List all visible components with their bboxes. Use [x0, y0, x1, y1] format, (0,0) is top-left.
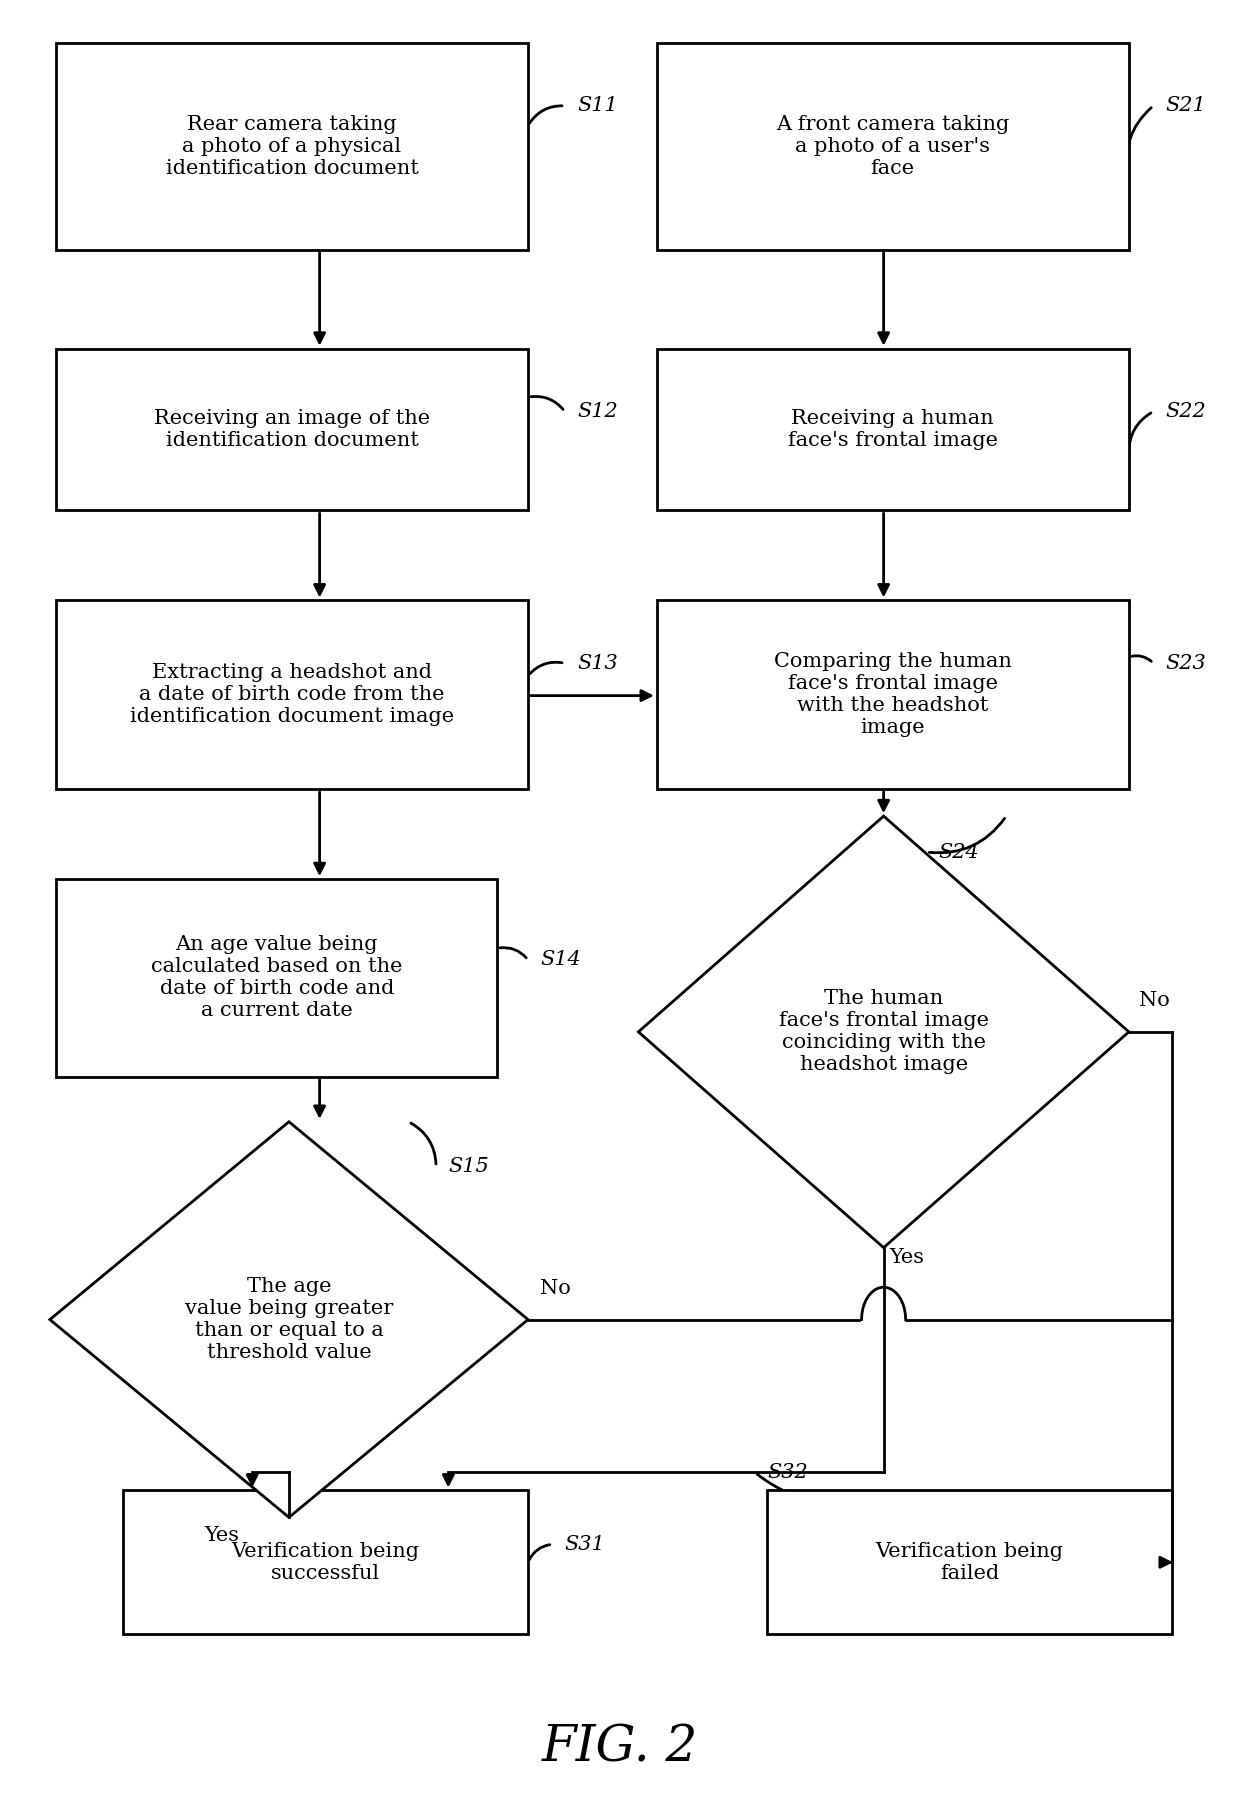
Text: S31: S31 [565, 1535, 605, 1555]
Text: No: No [1138, 991, 1169, 1011]
FancyBboxPatch shape [768, 1491, 1172, 1634]
Text: FIG. 2: FIG. 2 [542, 1723, 698, 1772]
Text: Verification being
successful: Verification being successful [232, 1542, 419, 1584]
Text: The human
face's frontal image
coinciding with the
headshot image: The human face's frontal image coincidin… [779, 989, 988, 1075]
FancyBboxPatch shape [657, 600, 1128, 788]
Text: S13: S13 [577, 654, 618, 672]
FancyBboxPatch shape [124, 1491, 528, 1634]
FancyArrowPatch shape [929, 819, 1004, 853]
Text: S15: S15 [449, 1158, 489, 1176]
FancyArrowPatch shape [500, 948, 526, 959]
Text: A front camera taking
a photo of a user's
face: A front camera taking a photo of a user'… [776, 114, 1009, 178]
Text: No: No [541, 1279, 572, 1297]
Text: S11: S11 [577, 96, 618, 116]
Text: Comparing the human
face's frontal image
with the headshot
image: Comparing the human face's frontal image… [774, 652, 1012, 737]
Text: Rear camera taking
a photo of a physical
identification document: Rear camera taking a photo of a physical… [166, 114, 418, 178]
Text: Verification being
failed: Verification being failed [875, 1542, 1064, 1584]
Text: Receiving an image of the
identification document: Receiving an image of the identification… [154, 410, 430, 449]
FancyArrowPatch shape [410, 1123, 436, 1163]
Text: Yes: Yes [205, 1526, 239, 1546]
Text: S21: S21 [1166, 96, 1207, 116]
Text: S23: S23 [1166, 654, 1207, 672]
FancyBboxPatch shape [56, 879, 497, 1076]
FancyArrowPatch shape [529, 1544, 549, 1560]
FancyArrowPatch shape [529, 105, 562, 123]
Text: An age value being
calculated based on the
date of birth code and
a current date: An age value being calculated based on t… [151, 935, 403, 1020]
Text: Receiving a human
face's frontal image: Receiving a human face's frontal image [787, 410, 998, 449]
FancyBboxPatch shape [56, 43, 528, 250]
Text: S24: S24 [939, 843, 980, 861]
FancyArrowPatch shape [1132, 656, 1151, 661]
FancyArrowPatch shape [531, 397, 563, 410]
Text: Yes: Yes [890, 1248, 925, 1267]
Text: S14: S14 [541, 951, 582, 969]
FancyArrowPatch shape [529, 661, 562, 674]
FancyBboxPatch shape [56, 348, 528, 511]
FancyArrowPatch shape [1127, 107, 1151, 174]
FancyArrowPatch shape [758, 1475, 885, 1502]
Text: S22: S22 [1166, 402, 1207, 420]
Text: S32: S32 [768, 1462, 808, 1482]
FancyArrowPatch shape [1128, 413, 1151, 451]
Polygon shape [50, 1122, 528, 1517]
Text: Extracting a headshot and
a date of birth code from the
identification document : Extracting a headshot and a date of birt… [130, 663, 454, 727]
FancyBboxPatch shape [657, 43, 1128, 250]
Polygon shape [639, 815, 1128, 1248]
FancyBboxPatch shape [657, 348, 1128, 511]
FancyBboxPatch shape [56, 600, 528, 788]
Text: S12: S12 [577, 402, 618, 420]
Text: The age
value being greater
than or equal to a
threshold value: The age value being greater than or equa… [185, 1277, 393, 1363]
